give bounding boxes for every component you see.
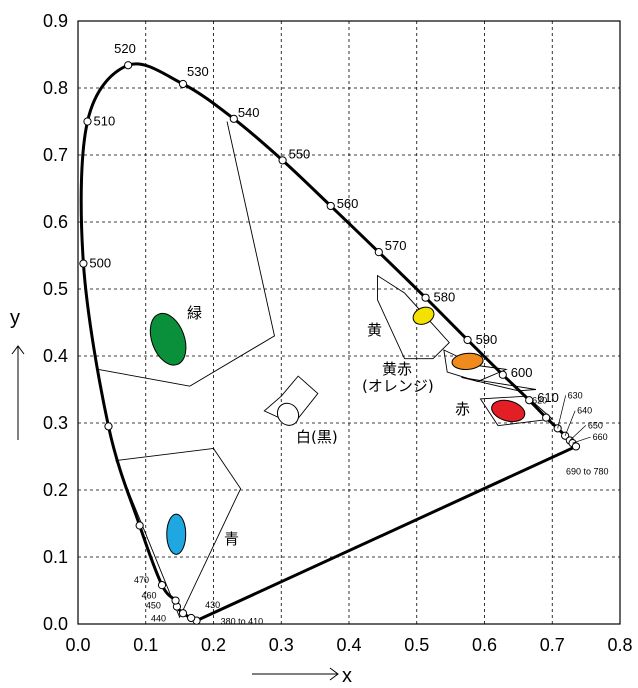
y-tick-label: 0.1 (43, 547, 68, 567)
wavelength-label: 650 (588, 420, 603, 430)
x-tick-label: 0.4 (336, 635, 361, 655)
wavelength-label: 560 (337, 196, 359, 211)
zone-outline (461, 376, 537, 392)
y-axis-arrow (11, 345, 25, 440)
color-ellipse (166, 513, 187, 555)
label-leader (572, 436, 591, 444)
wavelength-label: 660 (593, 432, 608, 442)
wavelength-label: 630 (568, 390, 583, 400)
color-ellipses (149, 306, 526, 555)
locus-point (374, 248, 383, 257)
y-tick-label: 0.4 (43, 346, 68, 366)
x-tick-label: 0.0 (65, 635, 90, 655)
y-tick-label: 0.8 (43, 78, 68, 98)
locus-point (135, 521, 144, 530)
wavelength-label: 600 (511, 365, 533, 380)
y-tick-label: 0.6 (43, 212, 68, 232)
wavelength-label: 590 (476, 332, 498, 347)
tick-labels: 0.0 0.1 0.2 0.3 0.4 0.5 0.6 0.7 0.8 0.0 0.1 0.2 0.3 0… (43, 11, 633, 655)
locus-point (187, 613, 196, 623)
wavelength-label: 440 (151, 613, 166, 623)
wavelength-label: 470 (134, 575, 149, 585)
x-axis-arrow (252, 667, 339, 681)
locus-point (571, 442, 581, 451)
zone-outline (115, 447, 242, 619)
wavelength-label: 500 (89, 256, 111, 271)
wavelength-label: 550 (289, 146, 311, 161)
y-tick-label: 0.3 (43, 413, 68, 433)
locus-point (278, 156, 287, 165)
color-region-outlines (98, 121, 554, 619)
color-ellipse (276, 402, 300, 426)
locus-point (463, 335, 472, 345)
wavelength-label: 460 (142, 591, 157, 601)
locus-point (83, 117, 92, 126)
y-tick-label: 0.9 (43, 11, 68, 31)
label-orange-2: (オレンジ) (362, 377, 434, 395)
x-tick-label: 0.1 (133, 635, 158, 655)
label-leader (564, 410, 576, 436)
label-orange-1: 黄赤 (382, 360, 412, 378)
zone-outline (377, 274, 450, 360)
wavelength-label: 620 (532, 396, 547, 406)
color-ellipse (149, 312, 187, 366)
locus-point (326, 201, 335, 211)
wavelength-label: 430 (205, 600, 220, 610)
locus-point (178, 609, 188, 618)
x-axis-label: x (342, 665, 352, 687)
wavelength-label: 380 to 410 (221, 617, 264, 627)
x-tick-label: 0.8 (607, 635, 632, 655)
zone-outline (479, 395, 554, 427)
label-green: 緑 (187, 304, 202, 322)
label-leader (557, 395, 567, 429)
y-tick-label: 0.5 (43, 279, 68, 299)
x-tick-label: 0.3 (269, 635, 294, 655)
y-axis-label: y (10, 307, 20, 329)
wavelength-label: 450 (146, 601, 161, 611)
y-tick-label: 0.2 (43, 480, 68, 500)
wavelength-label: 570 (385, 238, 407, 253)
locus-point (157, 581, 167, 590)
locus-point (498, 370, 507, 379)
locus-point (79, 259, 88, 268)
x-tick-label: 0.2 (201, 635, 226, 655)
wavelength-label: 510 (93, 114, 115, 129)
x-tick-label: 0.7 (540, 635, 565, 655)
spectral-locus (79, 61, 581, 625)
label-leader (569, 425, 587, 441)
locus-point (525, 396, 534, 405)
locus-point (178, 79, 188, 89)
locus-point (104, 422, 113, 431)
wavelength-label: 690 to 780 (566, 466, 609, 476)
locus-point (542, 413, 551, 422)
label-white: 白(黒) (296, 428, 338, 446)
locus-point (124, 61, 133, 70)
label-red: 赤 (455, 400, 470, 418)
locus-point (229, 114, 238, 123)
wavelength-label: 610 (537, 390, 559, 405)
x-tick-label: 0.6 (472, 635, 497, 655)
wavelength-label: 540 (238, 105, 260, 120)
wavelength-label: 520 (114, 41, 136, 56)
label-yellow: 黄 (367, 321, 382, 339)
color-ellipse (491, 399, 526, 423)
green-zone-outline (98, 121, 275, 387)
x-tick-label: 0.5 (404, 635, 429, 655)
color-ellipse (412, 306, 435, 325)
wavelength-label: 530 (187, 64, 209, 79)
wavelength-label: 580 (434, 290, 456, 305)
y-tick-label: 0.7 (43, 145, 68, 165)
y-tick-label: 0.0 (43, 614, 68, 634)
wavelength-label: 640 (577, 406, 592, 416)
color-ellipse (451, 352, 484, 370)
locus-point (171, 596, 180, 605)
plot-frame (77, 20, 621, 625)
locus-point (421, 293, 430, 302)
label-blue: 青 (224, 530, 239, 548)
zone-outline (263, 375, 319, 425)
